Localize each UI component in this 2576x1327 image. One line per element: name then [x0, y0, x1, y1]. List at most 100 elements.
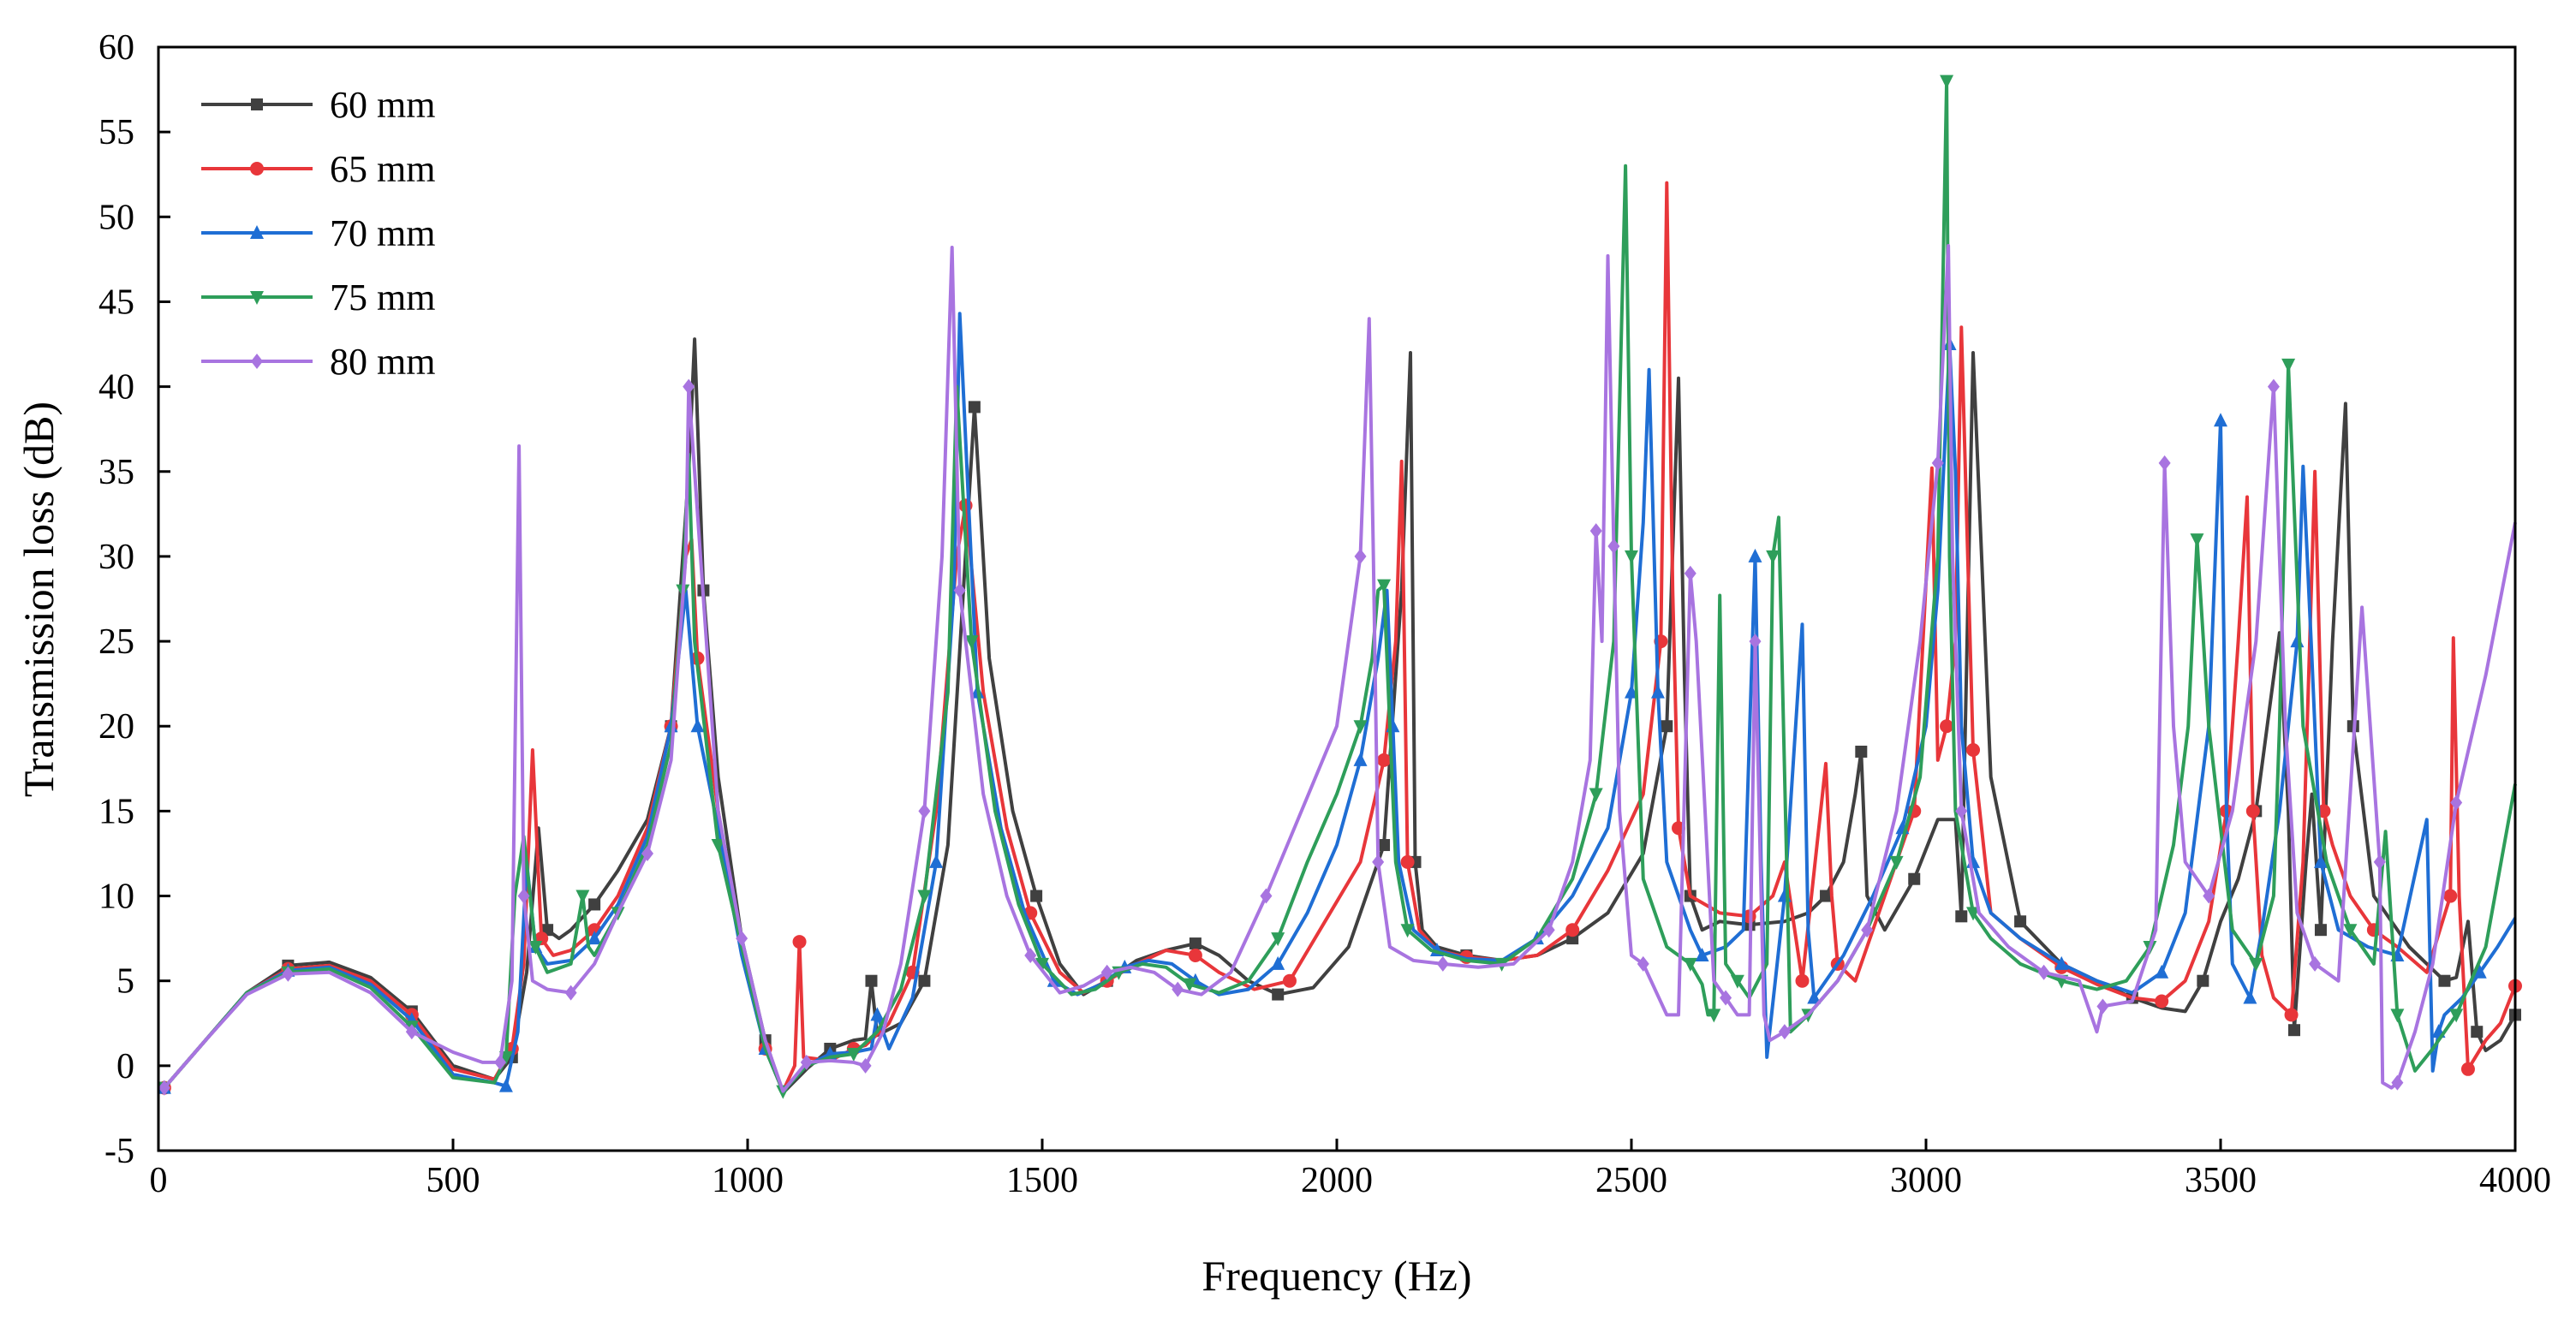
data-point — [2243, 990, 2257, 1004]
data-point — [2443, 889, 2458, 903]
data-point — [1730, 974, 1744, 989]
data-point — [800, 1054, 813, 1070]
x-axis-title: Frequency (Hz) — [1202, 1252, 1471, 1300]
data-point — [1795, 973, 1810, 988]
data-point — [1282, 973, 1297, 988]
data-point — [736, 931, 748, 947]
data-point — [1589, 523, 1602, 539]
data-point — [1707, 1009, 1721, 1023]
data-point — [528, 941, 543, 955]
data-point — [690, 718, 705, 733]
data-point — [2391, 1074, 2404, 1091]
legend-label: 80 mm — [330, 341, 435, 383]
data-point — [1542, 922, 1555, 938]
data-point — [282, 966, 295, 982]
y-tick-label: 60 — [98, 28, 134, 68]
y-tick-label: 35 — [98, 453, 134, 492]
data-point — [2449, 1009, 2464, 1023]
data-point — [1188, 948, 1202, 962]
data-point — [1189, 937, 1202, 950]
data-point — [1720, 990, 1732, 1006]
data-point — [953, 582, 966, 598]
data-point — [1661, 720, 1673, 733]
data-point — [1955, 910, 1968, 923]
legend-marker — [250, 291, 264, 305]
series-80-mm — [158, 244, 2517, 1096]
data-point — [2471, 1026, 2484, 1038]
legend-item: 70 mm — [201, 212, 435, 254]
data-point — [2267, 378, 2280, 395]
data-point — [1272, 988, 1285, 1001]
legend-item: 60 mm — [201, 84, 435, 126]
x-tick-label: 4000 — [2479, 1161, 2551, 1200]
data-point — [711, 839, 725, 854]
data-point — [1378, 839, 1391, 852]
data-point — [792, 935, 807, 949]
data-point — [1183, 978, 1196, 992]
data-point — [158, 1080, 170, 1096]
data-point — [2054, 955, 2069, 970]
data-point — [1035, 957, 1049, 972]
data-point — [1024, 947, 1037, 963]
data-point — [2281, 358, 2296, 372]
data-point — [1353, 752, 1368, 766]
data-point — [2197, 974, 2209, 987]
y-tick-label: 40 — [98, 368, 134, 408]
data-point — [1749, 634, 1762, 650]
x-tick-label: 3500 — [2185, 1161, 2257, 1200]
data-point — [641, 845, 654, 861]
data-point — [2373, 854, 2386, 870]
data-point — [968, 401, 981, 414]
data-point — [1607, 539, 1620, 555]
data-point — [1695, 947, 1709, 961]
y-tick-label: 5 — [116, 962, 134, 1002]
data-point — [498, 1078, 513, 1092]
data-point — [405, 1024, 418, 1040]
legend-marker — [251, 98, 263, 110]
data-point — [2460, 1062, 2475, 1076]
data-point — [1684, 565, 1696, 581]
data-point — [846, 1047, 861, 1062]
data-point — [2158, 455, 2171, 471]
data-point — [1908, 872, 1921, 885]
x-tick-label: 2000 — [1301, 1161, 1373, 1200]
data-point — [1820, 890, 1833, 902]
data-point — [859, 1057, 872, 1074]
data-point — [2314, 924, 2327, 937]
y-tick-label: 0 — [116, 1047, 134, 1086]
data-point — [1271, 955, 1285, 970]
data-point — [1855, 745, 1868, 758]
data-point — [1260, 888, 1273, 904]
data-point — [575, 890, 590, 904]
data-point — [1955, 803, 1968, 819]
data-point — [2343, 924, 2358, 938]
legend-item: 65 mm — [201, 148, 435, 190]
data-point — [1940, 74, 1954, 89]
y-tick-label: 50 — [98, 198, 134, 237]
y-tick-label: 30 — [98, 538, 134, 577]
legend-marker — [251, 354, 263, 369]
legend-item: 75 mm — [201, 277, 435, 318]
data-point — [1100, 964, 1113, 980]
data-point — [2214, 413, 2227, 427]
legend-label: 60 mm — [330, 84, 435, 126]
series-layer — [157, 74, 2522, 1099]
legend-label: 70 mm — [330, 212, 435, 254]
data-point — [918, 803, 931, 819]
legend-label: 75 mm — [330, 277, 435, 318]
legend-marker — [250, 225, 264, 239]
data-point — [683, 378, 695, 395]
data-point — [1966, 742, 1981, 757]
data-point — [2288, 1024, 2300, 1037]
y-tick-label: 20 — [98, 707, 134, 747]
data-point — [1354, 548, 1367, 564]
legend-marker — [250, 162, 264, 176]
data-point — [1565, 923, 1580, 937]
data-point — [1625, 550, 1638, 564]
data-point — [2245, 804, 2260, 818]
y-tick-label: 15 — [98, 792, 134, 831]
ticks-layer: 0 500 1000 1500 2000 2500 3000 3500 4000 -5 0 5 10 15… — [98, 28, 2551, 1200]
y-tick-label: 10 — [98, 878, 134, 917]
data-point — [2390, 1009, 2405, 1023]
